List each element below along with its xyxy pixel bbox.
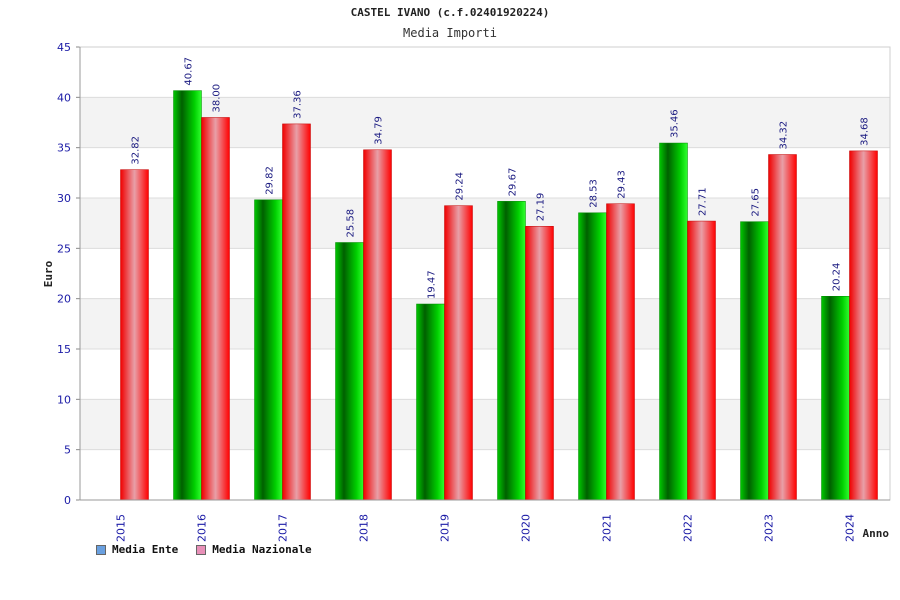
bar-nazionale-2022: [687, 220, 716, 501]
bar-nazionale-2015: [120, 169, 149, 501]
x-tick-label: 2024: [844, 514, 857, 542]
data-label: 29.43: [617, 170, 628, 199]
data-label: 38.00: [212, 84, 223, 113]
data-label: 40.67: [184, 57, 195, 86]
x-tick-label: 2020: [520, 514, 533, 542]
data-label: 29.67: [508, 168, 519, 197]
x-tick-label: 2015: [115, 514, 128, 542]
x-tick-label: 2023: [763, 514, 776, 542]
data-label: 29.82: [265, 166, 276, 195]
x-tick-label: 2021: [601, 514, 614, 542]
plot-band: [80, 47, 890, 98]
bar-nazionale-2020: [525, 226, 554, 501]
legend-item-ente: Media Ente: [96, 543, 178, 556]
bar-ente-2018: [335, 242, 364, 501]
x-tick-label: 2016: [196, 514, 209, 542]
y-tick-label: 30: [57, 192, 71, 205]
y-tick-label: 10: [57, 393, 71, 406]
y-tick-label: 35: [57, 142, 71, 155]
bar-ente-2023: [740, 221, 769, 501]
x-tick-label: 2022: [682, 514, 695, 542]
bar-ente-2017: [254, 199, 283, 501]
data-label: 28.53: [589, 179, 600, 208]
y-tick-label: 40: [57, 91, 71, 104]
data-label: 32.82: [131, 136, 142, 165]
y-tick-label: 15: [57, 343, 71, 356]
y-tick-label: 45: [57, 41, 71, 54]
bar-ente-2020: [497, 201, 526, 501]
x-tick-label: 2018: [358, 514, 371, 542]
data-label: 29.24: [455, 172, 466, 201]
legend-swatch-nazionale: [196, 544, 207, 555]
x-tick-label: 2019: [439, 514, 452, 542]
chart-title: CASTEL IVANO (c.f.02401920224): [350, 6, 550, 19]
bar-ente-2021: [578, 212, 607, 501]
bar-ente-2024: [821, 296, 850, 501]
bar-ente-2022: [659, 142, 688, 501]
bar-nazionale-2018: [363, 149, 392, 501]
data-label: 27.71: [698, 187, 709, 216]
bar-nazionale-2024: [849, 150, 878, 501]
y-tick-label: 20: [57, 293, 71, 306]
legend-label-nazionale: Media Nazionale: [212, 543, 312, 556]
data-label: 34.79: [374, 116, 385, 145]
data-label: 34.32: [779, 121, 790, 150]
x-axis-title: Anno: [863, 527, 890, 540]
data-label: 20.24: [832, 263, 843, 292]
data-label: 19.47: [427, 270, 438, 299]
bar-ente-2019: [416, 303, 445, 501]
legend-label-ente: Media Ente: [112, 543, 179, 556]
bar-nazionale-2019: [444, 205, 473, 501]
bar-nazionale-2023: [768, 154, 797, 501]
bar-nazionale-2016: [201, 117, 230, 501]
legend-swatch-ente: [96, 544, 106, 555]
data-label: 27.65: [751, 188, 762, 217]
y-tick-label: 5: [64, 444, 71, 457]
x-tick-label: 2017: [277, 514, 290, 542]
data-label: 35.46: [670, 109, 681, 138]
bar-ente-2016: [173, 90, 202, 501]
y-axis-title: Euro: [42, 260, 55, 287]
data-label: 27.19: [536, 193, 547, 222]
data-label: 37.36: [293, 90, 304, 119]
data-label: 25.58: [346, 209, 357, 238]
chart-subtitle: Media Importi: [403, 26, 497, 40]
y-tick-label: 25: [57, 242, 71, 255]
legend-item-nazionale: Media Nazionale: [196, 543, 312, 556]
y-tick-label: 0: [64, 494, 71, 507]
legend: Media Ente Media Nazionale: [96, 543, 312, 556]
bar-nazionale-2017: [282, 123, 311, 501]
data-label: 34.68: [860, 117, 871, 146]
bar-nazionale-2021: [606, 203, 635, 501]
